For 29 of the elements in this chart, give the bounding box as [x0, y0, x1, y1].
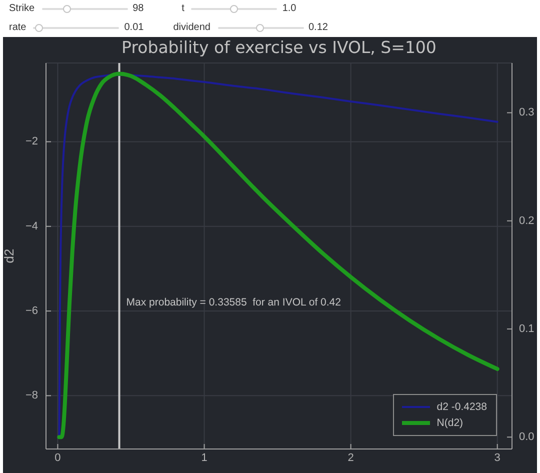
y-tick-label: −6	[25, 305, 38, 318]
text: t	[182, 3, 184, 14]
x-tick-label: 2	[348, 452, 354, 464]
y2-tick-label: 0.0	[519, 431, 534, 444]
text: 1.0	[282, 3, 296, 14]
text: 98	[132, 3, 144, 14]
y2-tick-label: 0.3	[519, 106, 534, 119]
y-tick-label: −2	[25, 136, 38, 148]
slider[interactable]	[33, 24, 120, 32]
slider[interactable]	[191, 4, 278, 12]
x-tick-label: 3	[494, 452, 500, 464]
y2-tick-label: 0.2	[519, 214, 534, 227]
legend-label: N(d2)	[436, 417, 464, 429]
text: 0.12	[308, 22, 328, 33]
y-tick-label: −4	[25, 220, 38, 232]
slider[interactable]	[218, 24, 304, 32]
y2-tick-label: 0.1	[519, 322, 534, 335]
x-tick-label: 0	[54, 452, 61, 464]
text: 0.01	[124, 22, 144, 33]
text: Strike	[9, 3, 35, 14]
y-tick-label: −8	[25, 390, 38, 402]
legend-label: d2 -0.4238	[436, 401, 487, 413]
text: dividend	[173, 22, 210, 33]
chart-title: Probability of exercise vs IVOL, S=100	[120, 38, 438, 57]
x-tick-label: 1	[201, 452, 208, 464]
text: rate	[9, 22, 26, 33]
y-axis-title: d2	[2, 248, 17, 264]
slider[interactable]	[42, 4, 128, 12]
ref-line-label: Max probability = 0.33585 for an IVOL of 0.42	[126, 296, 342, 308]
